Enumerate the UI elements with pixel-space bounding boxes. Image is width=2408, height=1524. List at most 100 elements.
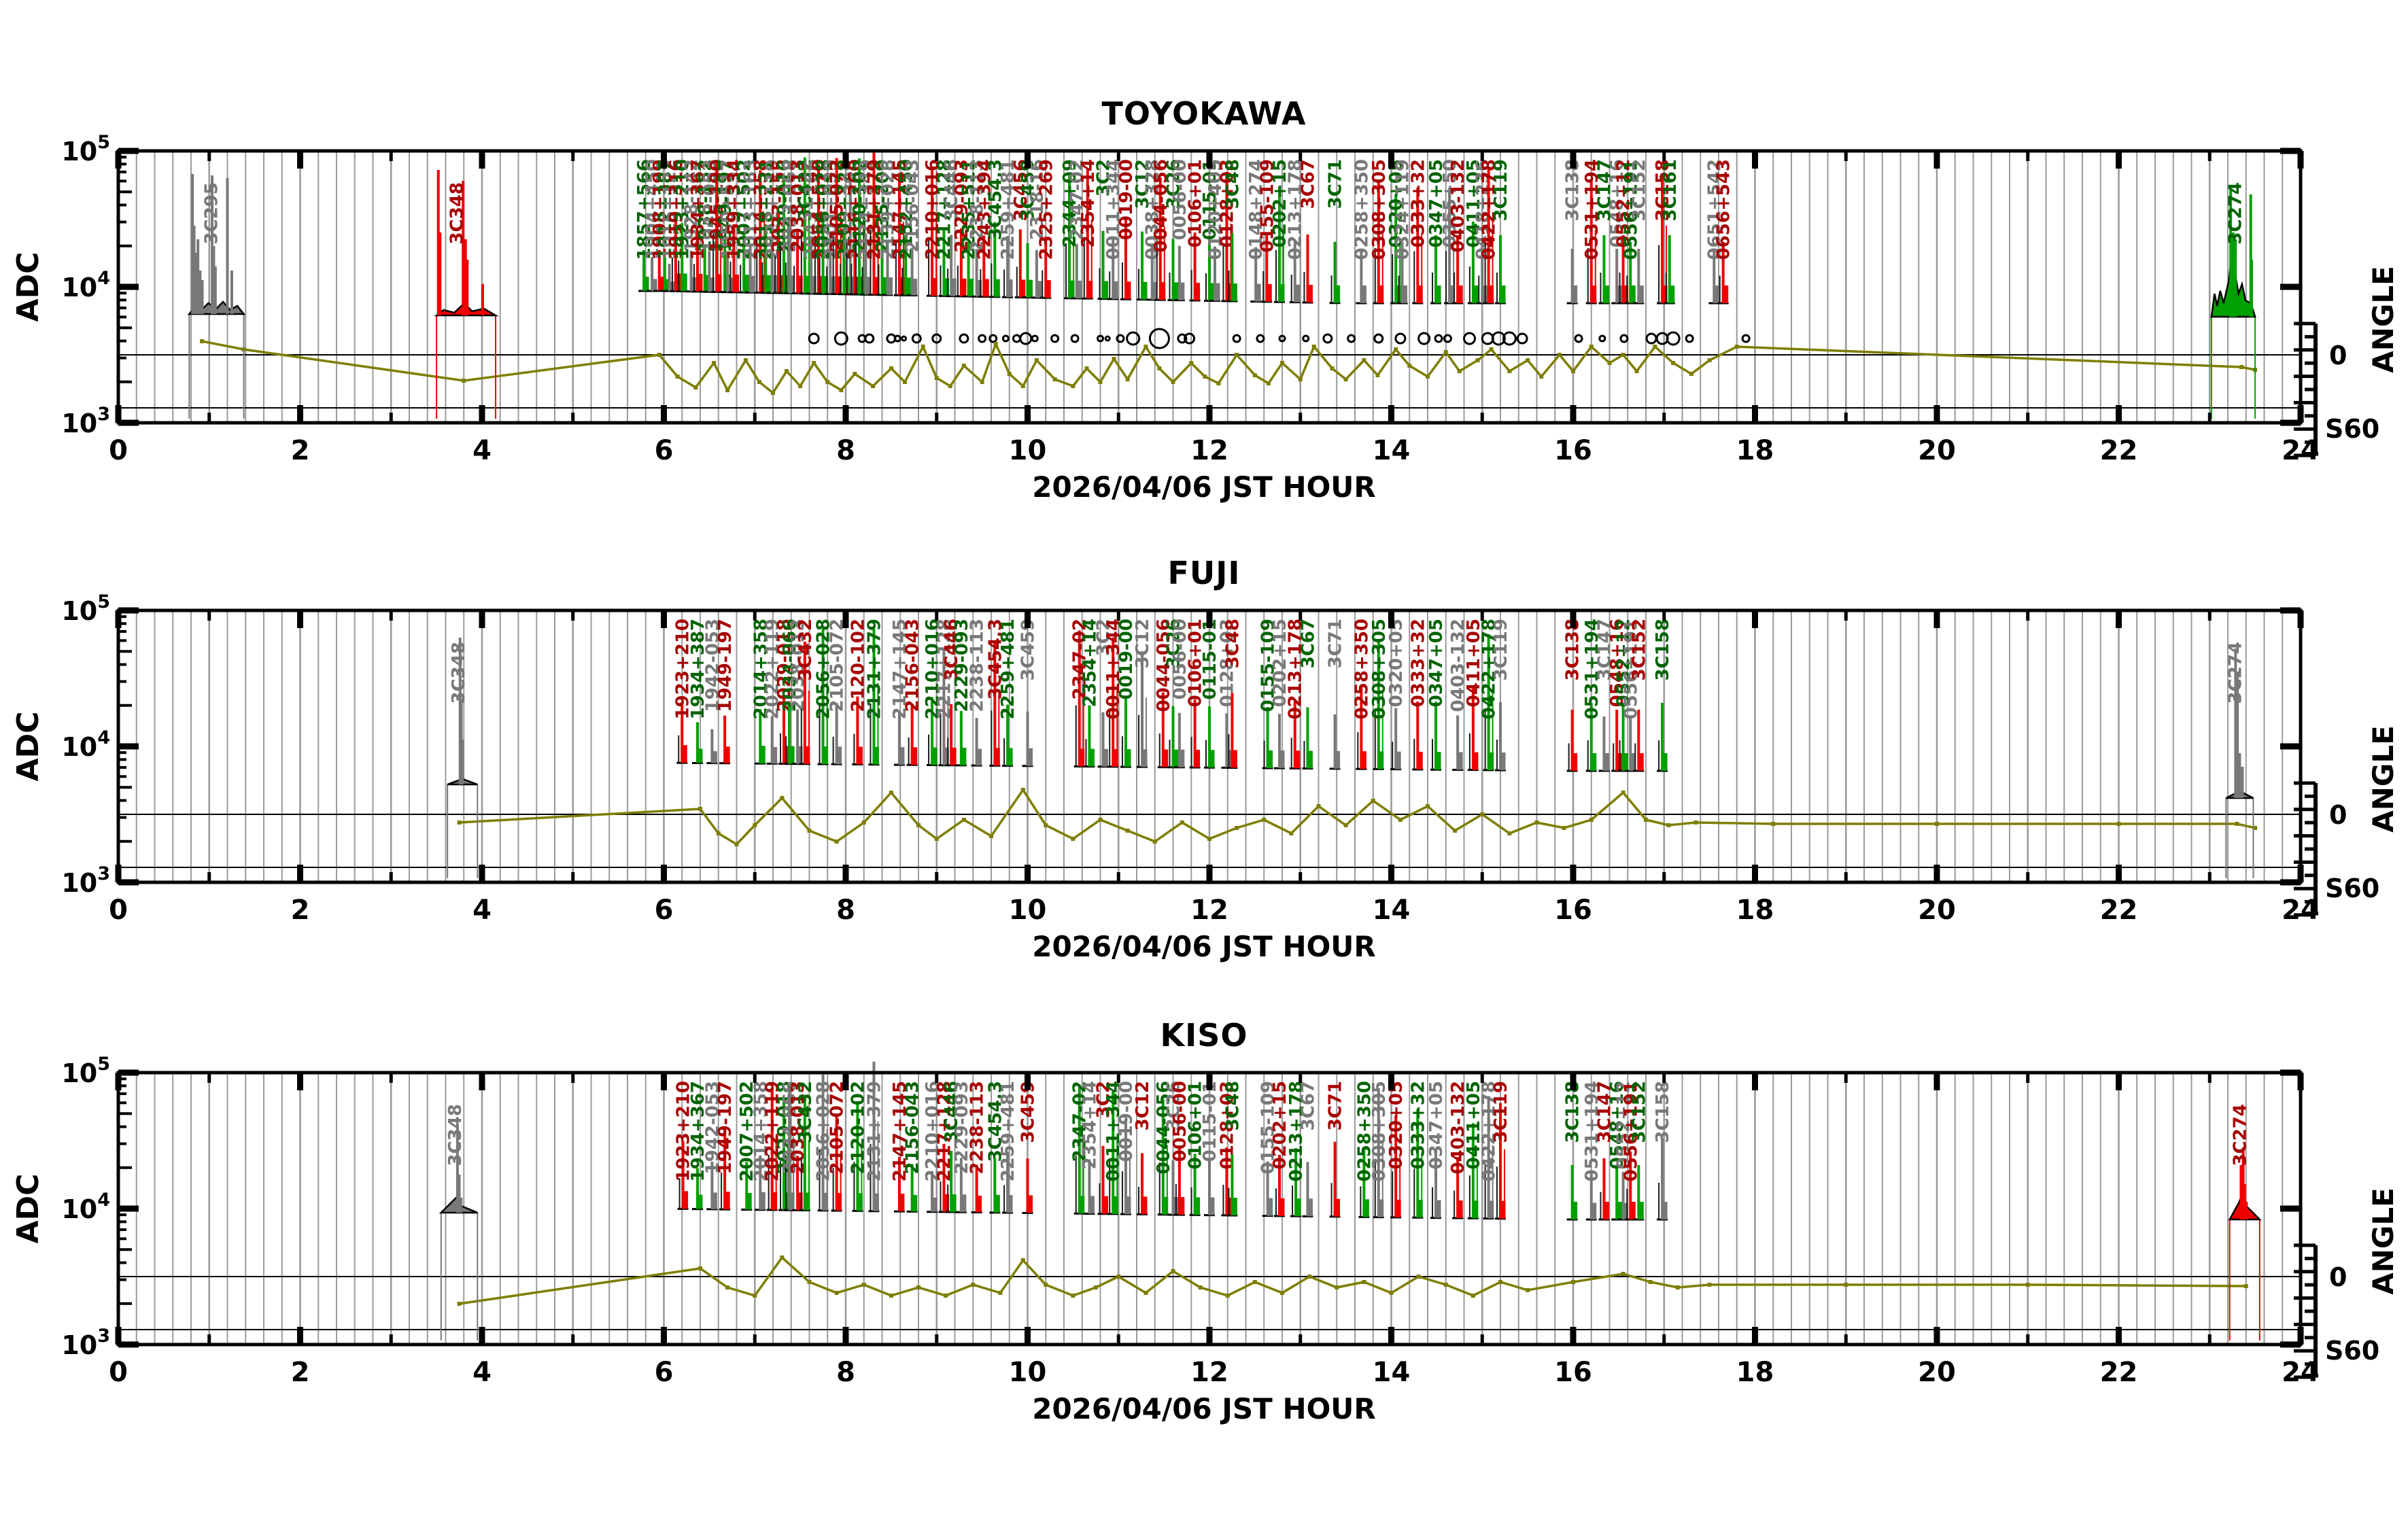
scan-source-label: 3C67: [1298, 619, 1318, 668]
x-tick-label: 22: [2100, 895, 2138, 926]
scan-source-label: 0019-00: [1116, 1081, 1137, 1162]
scan-source-label: 3C456: [1011, 159, 1031, 221]
angle-vertex: [1457, 369, 1462, 373]
scan-marker-circle: [1177, 333, 1188, 344]
angle-vertex: [716, 831, 721, 835]
scan-source-label: 3C147: [1594, 159, 1615, 221]
scan-source-label: 2135-209: [873, 159, 893, 252]
angle-vertex: [934, 376, 939, 380]
angle-vertex: [1671, 361, 1676, 365]
scan-source-label: 3C459: [1018, 619, 1039, 680]
scan-source-label: 3C152: [1629, 1081, 1649, 1143]
angle-vertex: [1316, 804, 1321, 808]
angle-vertex: [1557, 353, 1562, 357]
scan-source-label: 3C459: [1018, 1081, 1039, 1143]
x-tick-label: 4: [472, 895, 492, 926]
scan-marker-circle: [1031, 334, 1039, 343]
scan-source-label: 0355+50: [1440, 159, 1460, 247]
angle-trace: [201, 340, 2256, 395]
angle-vertex: [1266, 381, 1271, 385]
x-tick-label: 12: [1190, 895, 1228, 926]
scan-source-label: 3C446: [942, 1081, 962, 1143]
scan-marker-circle: [1322, 333, 1333, 344]
angle-vertex: [1330, 366, 1335, 370]
scan-source-label: 2235+511: [959, 159, 980, 260]
angle-vertex: [1262, 818, 1267, 822]
scan-source-label: 0422+178: [1479, 1081, 1500, 1181]
scan-marker-circle: [1741, 334, 1751, 343]
angle-vertex: [1470, 1294, 1475, 1298]
angle-vertex: [861, 820, 866, 825]
angle-vertex: [1644, 818, 1648, 822]
scan-source-label: 2156-043: [903, 619, 923, 712]
calibrator-label: 3C348: [449, 642, 469, 704]
scan-source-label: 2022+119: [763, 1081, 783, 1181]
x-tick-label: 2: [291, 895, 310, 926]
y-tick-label: 105: [61, 132, 110, 167]
scan-source-label: 2229-093: [952, 619, 972, 712]
scan-source-label: 2105-072: [827, 1081, 848, 1174]
angle-tick-s60: S60: [2325, 414, 2379, 444]
scan-source-label: 2217+128: [934, 619, 954, 719]
scan-source-label: 1904+450: [642, 159, 663, 260]
angle-vertex: [1084, 366, 1089, 370]
angle-vertex: [1044, 823, 1048, 827]
angle-vertex: [1844, 1283, 1848, 1287]
scan-marker-circle: [1184, 332, 1196, 345]
scan-source-label: 1912+387: [655, 159, 676, 260]
scan-marker-circle: [1116, 334, 1125, 343]
scan-source-label: 0548+16: [1607, 619, 1628, 707]
angle-vertex: [1171, 380, 1175, 384]
scan-source-label: 1959+334: [724, 159, 744, 260]
scan-source-label: 3C119: [1491, 1081, 1511, 1143]
panel-title-fuji: FUJI: [1167, 555, 1241, 591]
angle-vertex: [1935, 822, 1939, 826]
scan-source-label: 3C158: [1653, 1081, 1673, 1143]
angle-vertex: [1507, 831, 1512, 835]
scan-source-label: 2347-02: [1070, 619, 1090, 699]
scan-source-label: 3C158: [1653, 159, 1673, 221]
angle-vertex: [2116, 822, 2121, 826]
angle-vertex: [675, 375, 680, 379]
scan-source-label: 0548+16: [1607, 159, 1628, 247]
angle-vertex: [1426, 375, 1430, 379]
angle-vertex: [993, 342, 998, 346]
scan-source-label: 0411+05: [1464, 619, 1484, 707]
scan-source-label: 2054+570: [809, 159, 829, 260]
scan-source-label: 1949-197: [715, 159, 736, 252]
angle-vertex: [1116, 1275, 1121, 1279]
scan-source-label: 2354+14: [1080, 1081, 1100, 1169]
scan-source-label: 0308+305: [1369, 1081, 1390, 1181]
angle-vertex: [1371, 799, 1375, 803]
scan-source-label: 1945-190: [707, 159, 727, 252]
x-tick-label: 16: [1554, 1357, 1592, 1388]
scan-marker-circle: [959, 333, 969, 344]
scan-marker-circle: [1666, 331, 1681, 346]
angle-vertex: [1416, 1275, 1421, 1279]
angle-vertex: [1526, 1288, 1530, 1292]
scan-source-label: 3C26: [1164, 619, 1184, 668]
scan-marker-circle: [1373, 333, 1384, 344]
x-tick-label: 4: [472, 1357, 492, 1388]
scan-source-label: 1949-197: [715, 619, 736, 712]
scan-source-label: 0333+32: [1408, 159, 1428, 247]
scan-source-label: 0106+01: [1186, 619, 1206, 707]
angle-vertex: [1225, 1294, 1230, 1298]
scan-source-label: 3C138: [1563, 619, 1583, 680]
scan-source-label: 0019-00: [1116, 159, 1137, 240]
angle-vertex: [785, 369, 789, 373]
scan-source-label: 3C119: [1491, 159, 1511, 221]
calibrator-label: 3C274: [2226, 642, 2246, 704]
scan-source-label: 1938-152: [695, 159, 716, 252]
scan-marker-circle: [1070, 334, 1080, 343]
angle-vertex: [457, 820, 462, 825]
x-tick-label: 0: [109, 895, 128, 926]
scan-source-label: 3C454.3: [985, 1081, 1005, 1162]
scan-source-label: 0019-00: [1116, 619, 1137, 699]
scan-source-label: 2354+14: [1080, 619, 1100, 707]
angle-vertex: [457, 1302, 462, 1306]
scan-source-label: 3C454.3: [985, 619, 1005, 699]
scan-marker-circle: [911, 333, 922, 344]
angle-vertex: [1289, 831, 1294, 835]
